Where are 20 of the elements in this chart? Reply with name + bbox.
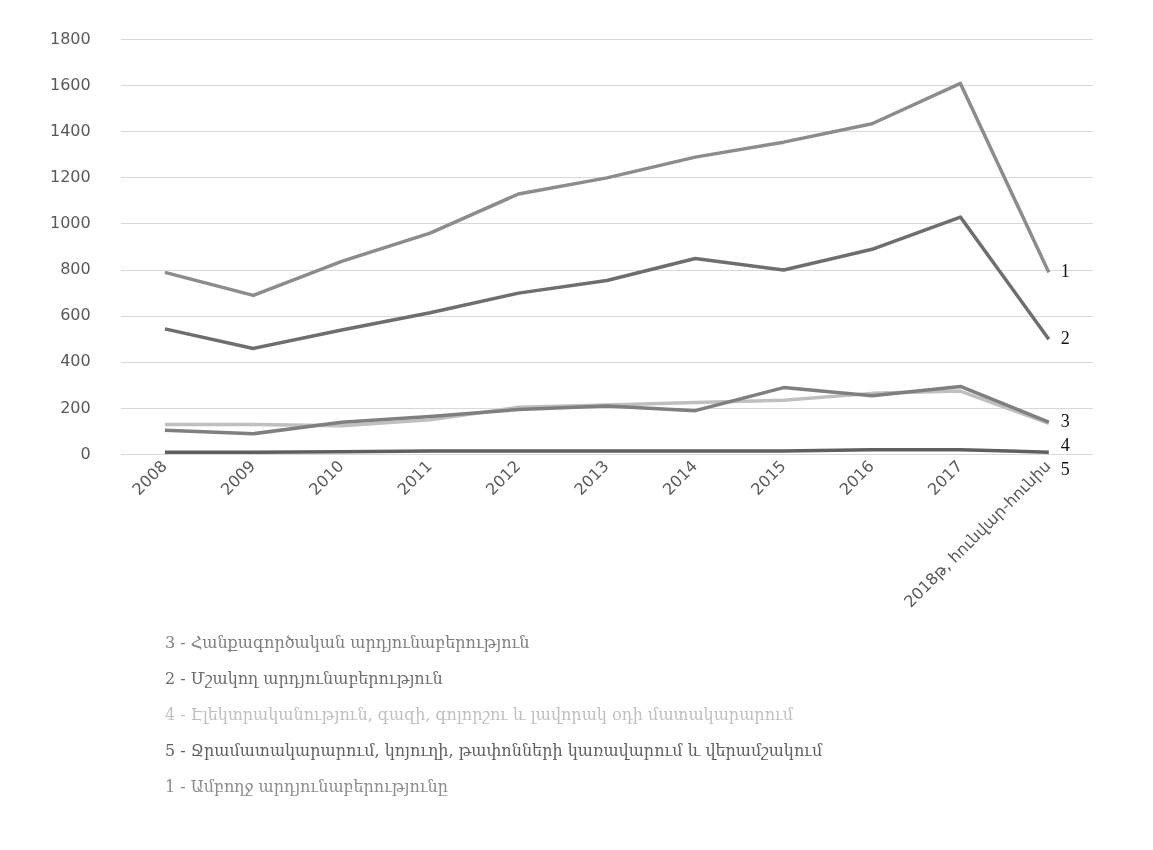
y-tick-label: 200	[60, 397, 91, 417]
y-tick-label: 0	[80, 443, 91, 463]
text: 2 - Մշակող արդյունաբերություն	[165, 668, 444, 690]
annotation: 3	[1060, 410, 1070, 431]
y-tick-label: 1600	[50, 74, 91, 94]
annotation: 1	[1060, 261, 1070, 282]
text: 4 - Էլեկտրականություն, գազի, գոլորշու և լավորակ օդի մատակարարում	[165, 704, 795, 726]
annotation: 2	[1060, 327, 1070, 348]
annotation: 5	[1060, 458, 1070, 479]
y-tick-label: 1200	[50, 167, 91, 187]
y-tick-label: 800	[60, 259, 91, 279]
text: 1 - Ամբողջ արդյունաբերությունը	[165, 776, 449, 798]
y-tick-label: 1800	[50, 28, 91, 48]
y-tick-label: 600	[60, 305, 91, 325]
text: 5 - Ջրամատակարարում, կոյուղի, թափոնների կառավարում և վերամշակում	[165, 740, 823, 762]
y-tick-label: 400	[60, 351, 91, 371]
text: 3 - Հանքագործական արդյունաբերություն	[165, 632, 531, 654]
y-tick-label: 1400	[50, 120, 91, 140]
annotation: 4	[1060, 434, 1070, 455]
y-tick-label: 1000	[50, 213, 91, 233]
